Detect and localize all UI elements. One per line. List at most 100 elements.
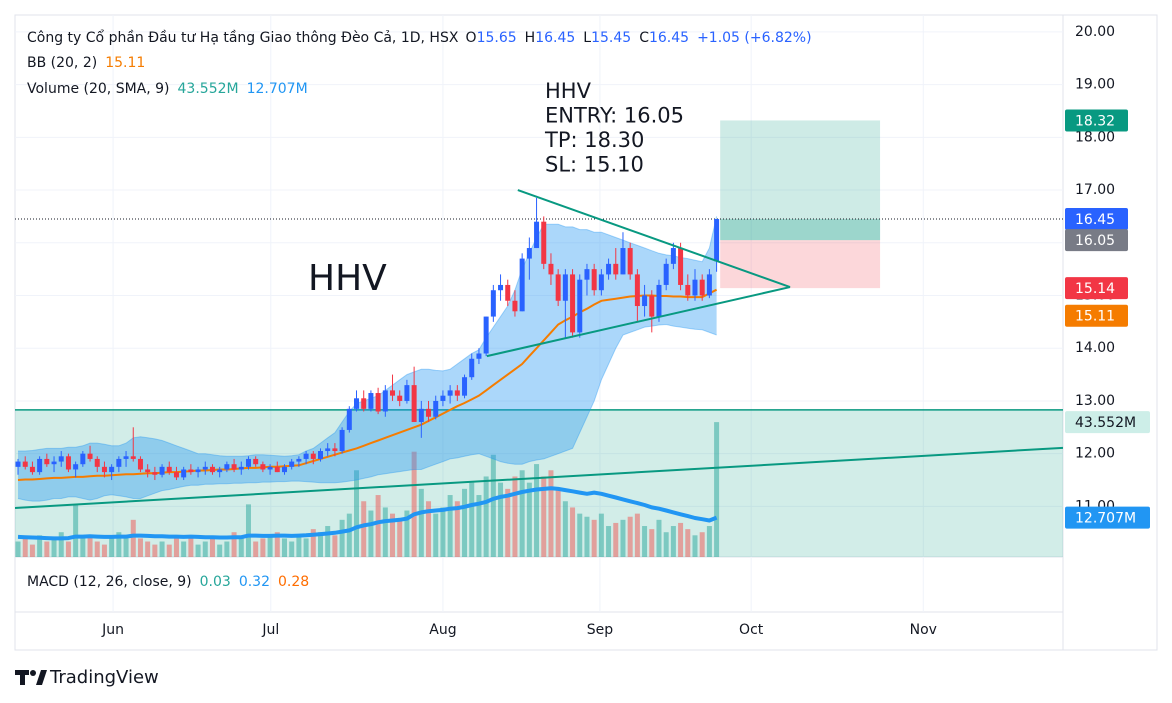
x-tick-label: Sep [587, 622, 614, 638]
volume-bar [519, 470, 525, 557]
candle-body [87, 453, 93, 459]
volume-bar [613, 522, 619, 557]
bb-basis [17, 288, 718, 481]
candle-body [699, 279, 705, 296]
bb-fill [18, 216, 717, 502]
volume-bar [173, 538, 179, 557]
volume-bar [325, 526, 331, 557]
volume-bar [390, 513, 396, 557]
o-value: 15.65 [477, 30, 517, 46]
candle-body [325, 448, 331, 452]
candle-body [173, 472, 179, 478]
volume-bar [152, 544, 158, 557]
candle-body [548, 263, 554, 275]
bb-upper [18, 216, 718, 457]
candle-body [678, 248, 684, 285]
candle-body [116, 458, 122, 467]
candle-body [22, 461, 28, 467]
volume-bar [368, 510, 374, 557]
volume-bar [51, 538, 57, 557]
candle-body [289, 461, 295, 467]
volume-bar [382, 507, 388, 557]
change: +1.05 (+6.82%) [697, 30, 811, 46]
volume-bar [397, 519, 403, 557]
volume-bar [116, 532, 122, 557]
volume-bar [65, 541, 71, 557]
y-tick-label: 20.00 [1075, 24, 1115, 40]
volume-bar [339, 519, 345, 557]
price-badge-label: 16.05 [1075, 233, 1115, 249]
volume-bar [490, 454, 496, 557]
volume-bar [209, 538, 215, 557]
x-tick-label: Aug [429, 622, 456, 638]
candle-body [598, 274, 604, 291]
brand-logo [15, 670, 47, 685]
volume-bar [512, 476, 518, 557]
volume-bar [245, 504, 251, 557]
volume-bar [699, 532, 705, 557]
volume-bar [606, 526, 612, 557]
volume-badge [1065, 411, 1150, 434]
candle-body [296, 458, 302, 462]
volume-bar [634, 513, 640, 557]
volume-bar [620, 519, 626, 557]
candle-body [123, 456, 129, 459]
price-badge-label: 16.45 [1075, 212, 1115, 228]
volume-bar [418, 488, 424, 557]
note: ENTRY: 16.05 [545, 104, 684, 128]
volume-bar [109, 538, 115, 557]
legend-macd: MACD (12, 26, close, 9) 0.03 0.32 0.28 [27, 574, 309, 590]
candle-body [274, 466, 280, 473]
candle-body [317, 451, 323, 459]
logo-stem [20, 670, 25, 685]
volume-bar [73, 504, 79, 557]
volume-bar [562, 501, 568, 557]
volume-bar [627, 516, 633, 557]
candle-body [685, 284, 691, 296]
big-label: HHV [308, 258, 387, 299]
volume-bar [303, 538, 309, 557]
y-tick-label: 19.00 [1075, 77, 1115, 93]
candle-body [670, 248, 676, 264]
target-zone [720, 120, 881, 241]
candle-body [303, 453, 309, 459]
candle-body [209, 466, 215, 473]
stop-zone [720, 240, 881, 289]
candle-body [390, 390, 396, 396]
candle-body [159, 466, 165, 475]
volume-bar [598, 513, 604, 557]
volume-bar [649, 529, 655, 557]
volume-bar [440, 507, 446, 557]
candle-body [217, 469, 223, 473]
c-value: 16.45 [649, 30, 689, 46]
volume-bar [404, 510, 410, 557]
price-badge-label: 18.32 [1075, 113, 1115, 129]
x-tick-label: Nov [910, 622, 937, 638]
volume-bar [642, 526, 648, 557]
volume-name: Volume (20, SMA, 9) [27, 81, 170, 97]
candle-body [418, 408, 424, 423]
volume-bar [188, 535, 194, 557]
volume-bar [332, 535, 338, 557]
volume-bar [123, 535, 129, 557]
volume-bar [447, 495, 453, 557]
candle-body [166, 466, 172, 473]
volume-bar [58, 532, 64, 557]
price-badge-label: 15.11 [1075, 309, 1115, 325]
candle-body [80, 453, 86, 465]
candle-body [498, 284, 504, 291]
candle-body [634, 274, 640, 307]
candle-body [361, 398, 367, 409]
candle-body [137, 458, 143, 470]
candle-body [469, 358, 475, 378]
volume-bar [426, 501, 432, 557]
volume-bar [483, 476, 489, 557]
volume-bar [238, 538, 244, 557]
candle-body [65, 456, 71, 470]
candle-body [706, 274, 712, 296]
candle-body [519, 258, 525, 312]
candle-body [130, 456, 136, 459]
candle-body [310, 453, 316, 459]
